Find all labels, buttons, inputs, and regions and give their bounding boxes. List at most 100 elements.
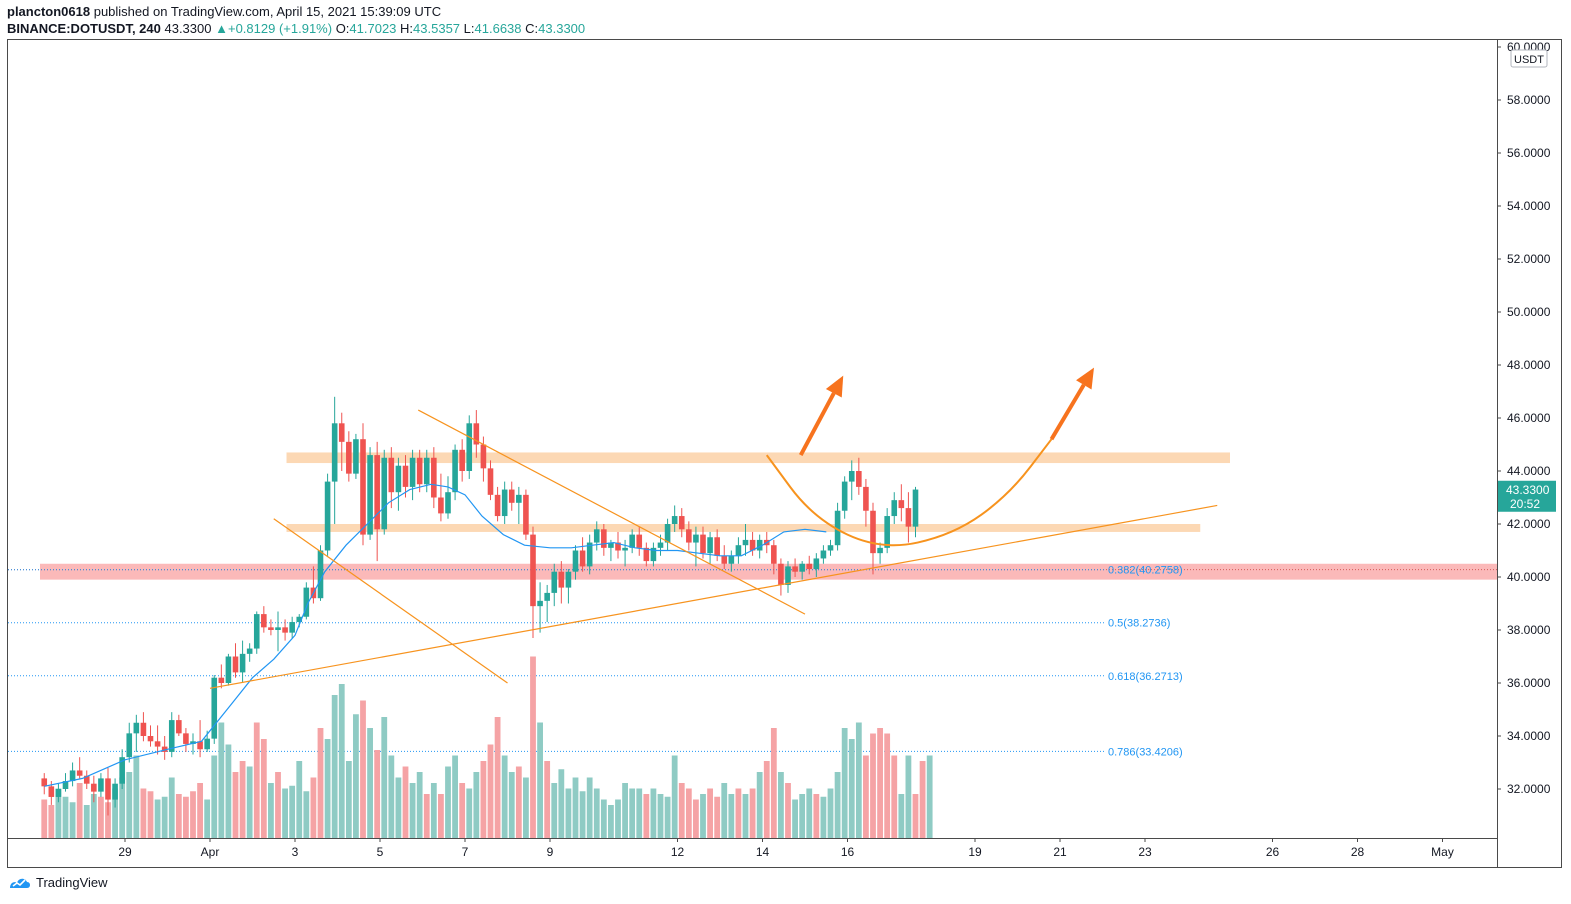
volume-bar (119, 777, 126, 838)
time-tick-label: Apr (201, 845, 220, 859)
candle-body (905, 508, 912, 527)
volume-bar (190, 791, 196, 838)
volume-bar (353, 714, 359, 838)
volume-bar (452, 755, 458, 838)
volume-bar (707, 788, 713, 838)
volume-bar (331, 695, 338, 838)
time-tick-label: 29 (118, 845, 132, 859)
volume-bar (905, 755, 912, 838)
volume-bar (338, 684, 345, 838)
volume-bar (282, 788, 288, 838)
volume-bar (296, 761, 303, 838)
time-tick-label: 7 (462, 845, 469, 859)
candle-body (466, 423, 473, 471)
symbol-label[interactable]: BINANCE:DOTUSDT, 240 (7, 21, 161, 36)
candle-body (615, 542, 621, 551)
volume-bar (792, 799, 798, 838)
price-axis[interactable]: 32.0000 34.0000 36.0000 38.0000 40.0000 42.00… (1497, 40, 1551, 796)
volume-bar (530, 656, 536, 838)
countdown-label: 20:52 (1510, 497, 1540, 511)
candle-body (367, 455, 373, 535)
price-tick-label: 34.0000 (1507, 729, 1551, 743)
support-zone (286, 524, 1201, 532)
volume-bar (62, 796, 69, 838)
candle-body (91, 783, 97, 792)
volume-bar (253, 722, 260, 838)
candle-body (700, 534, 706, 554)
volume-bar (523, 777, 529, 838)
volume-bar (345, 761, 352, 838)
volume-bar (239, 761, 246, 838)
price-tick-label: 54.0000 (1507, 199, 1551, 213)
volume-bar (608, 805, 614, 838)
time-tick-label: 16 (841, 845, 855, 859)
price-tick-label: 32.0000 (1507, 782, 1551, 796)
time-tick-label: 19 (968, 845, 982, 859)
volume-bar (112, 788, 118, 838)
candle-body (586, 542, 593, 567)
volume-bar (48, 805, 55, 838)
candle-body (289, 622, 295, 633)
volume-bar (778, 772, 784, 838)
candle-body (785, 566, 791, 585)
candle-body (494, 494, 501, 517)
trendline (273, 518, 508, 684)
candle-body (558, 571, 565, 588)
candle-body (168, 720, 175, 752)
candle-body (530, 534, 536, 607)
volume-bar (41, 799, 48, 838)
high-value: 43.5357 (413, 21, 461, 36)
volume-bar (76, 783, 83, 838)
volume-bar (55, 788, 62, 838)
volume-bar (671, 755, 678, 838)
volume-bar (260, 739, 267, 838)
volume-bar (133, 755, 140, 838)
volume-bar (310, 777, 317, 838)
volume-bar (395, 777, 402, 838)
candles-layer (41, 396, 919, 816)
volume-bar (870, 733, 876, 838)
volume-bar (183, 796, 189, 838)
tradingview-brand[interactable]: TradingView (8, 875, 108, 890)
volume-bar (643, 794, 650, 838)
candle-body (841, 481, 848, 511)
candle-body (792, 566, 798, 572)
volume-bar (544, 761, 551, 838)
author-name[interactable]: plancton0618 (7, 4, 91, 19)
volume-bar (636, 788, 643, 838)
fib-level-label: 0.382(40.2758) (1108, 565, 1183, 577)
volume-bar (615, 799, 621, 838)
volume-bar (770, 728, 777, 838)
volume-bar (246, 766, 253, 838)
candle-body (891, 500, 898, 517)
candle-body (133, 722, 140, 734)
candle-body (183, 733, 189, 744)
candle-body (735, 545, 742, 556)
ma-layer (44, 483, 827, 787)
trendline (209, 504, 1218, 689)
candle-body (870, 510, 876, 554)
candle-body (827, 545, 834, 551)
projection-arrow-shaft (798, 392, 836, 457)
volume-bar (537, 722, 543, 838)
time-axis[interactable]: 29 Apr 3 5 7 9 12 14 16 19 21 23 26 28 May (118, 838, 1454, 859)
volume-bar (175, 794, 182, 838)
volume-bar (147, 791, 154, 838)
candle-body (643, 547, 650, 562)
volume-bar (161, 796, 168, 838)
time-tick-label: 26 (1266, 845, 1280, 859)
open-label: O: (335, 21, 350, 36)
candle-body (282, 627, 288, 633)
price-tick-label: 44.0000 (1507, 464, 1551, 478)
candle-body (275, 627, 281, 630)
candle-body (253, 614, 260, 649)
candle-body (360, 439, 366, 535)
time-tick-label: May (1431, 845, 1454, 859)
volume-bar (90, 794, 97, 838)
candle-body (721, 555, 728, 564)
candle-body (303, 587, 310, 617)
volume-bar (926, 755, 933, 838)
volume-bar (367, 728, 373, 838)
candle-body (176, 720, 182, 734)
